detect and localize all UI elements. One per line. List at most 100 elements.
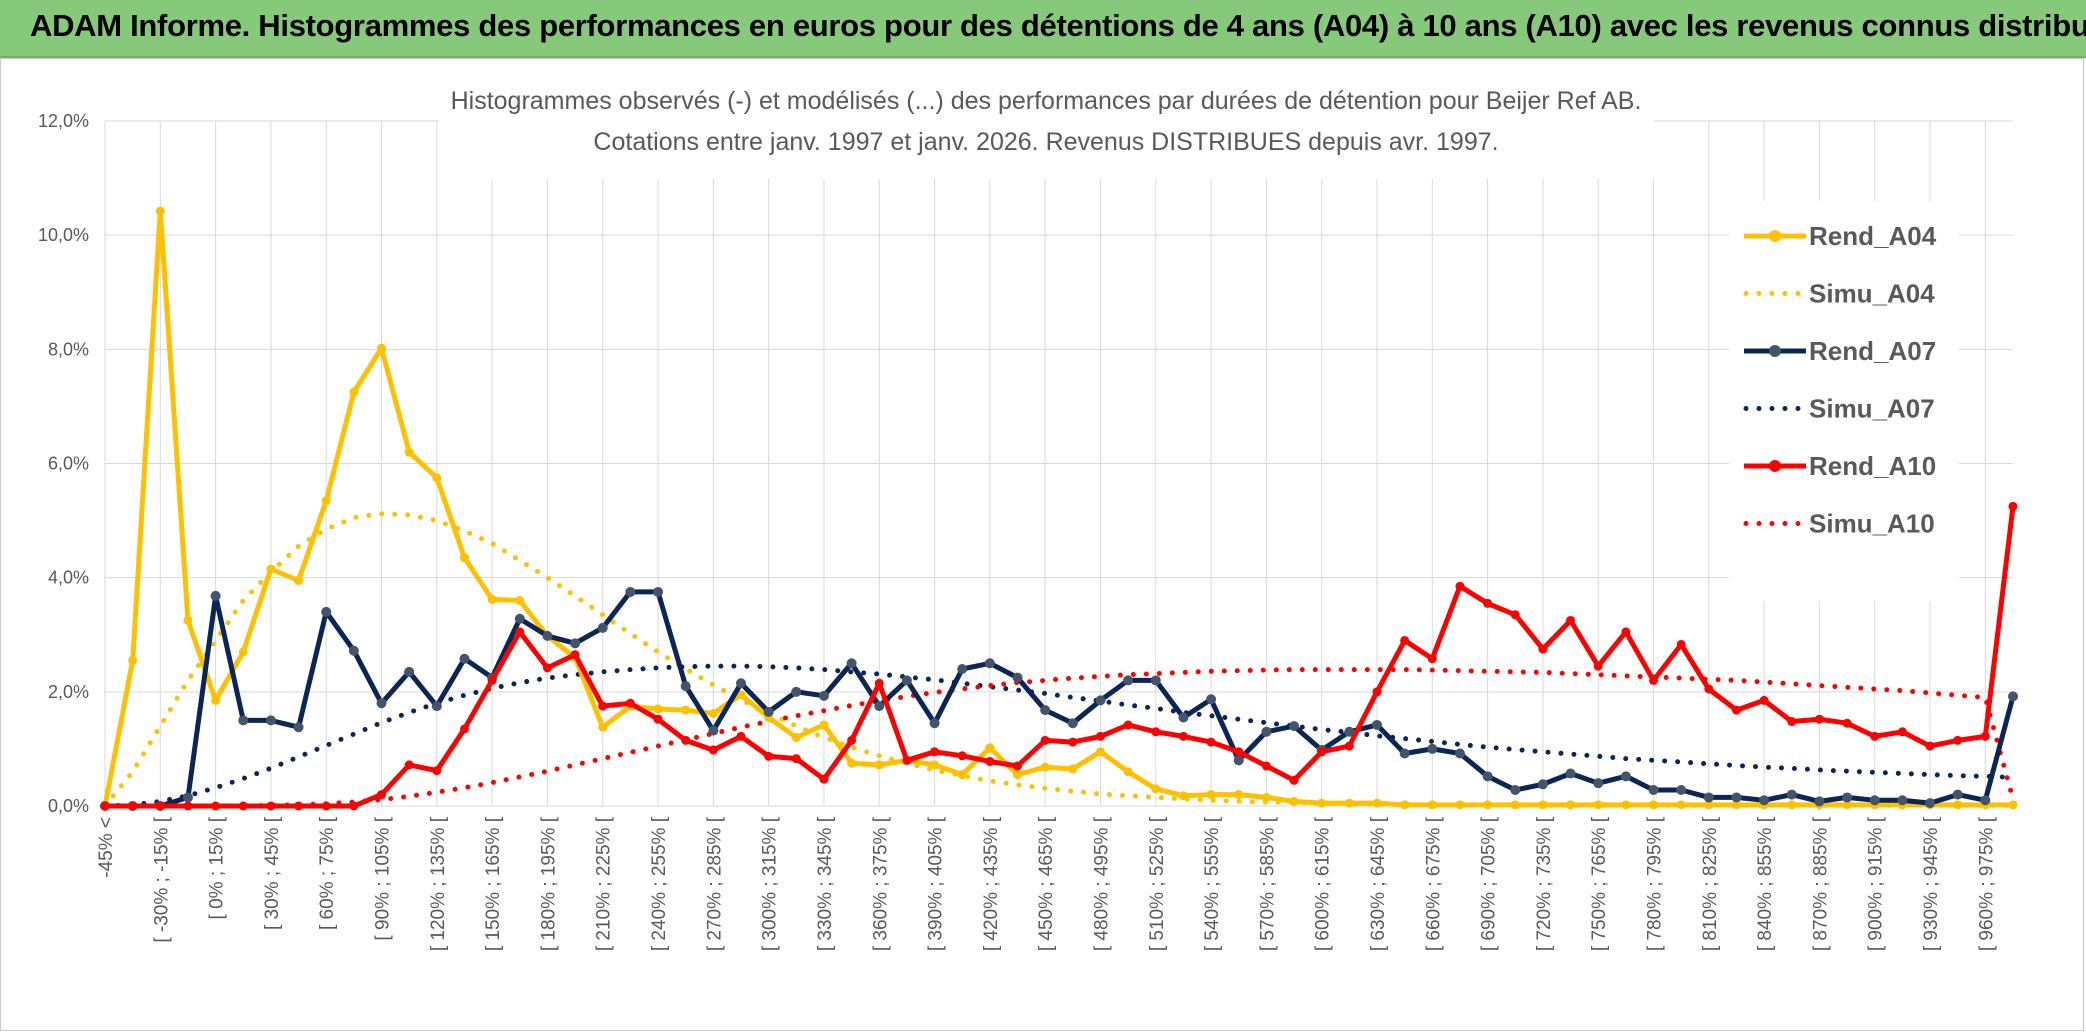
data-point-Rend_A10 — [183, 801, 193, 811]
data-point-Rend_A07 — [1648, 785, 1659, 796]
chart-title-line2: Cotations entre janv. 1997 et janv. 2026… — [593, 128, 1498, 156]
x-tick-label: [ 420% ; 435% [ — [981, 816, 1002, 951]
data-point-Rend_A10 — [1372, 687, 1382, 697]
x-tick-label: [ 60% ; 75% [ — [317, 816, 338, 930]
data-point-Rend_A04 — [1538, 800, 1548, 810]
data-point-Rend_A04 — [653, 704, 663, 714]
data-point-Rend_A07 — [570, 638, 581, 649]
data-point-Rend_A04 — [155, 206, 165, 216]
data-point-Rend_A04 — [1317, 798, 1327, 808]
x-tick-label: [ 120% ; 135% [ — [428, 816, 449, 951]
data-point-Rend_A10 — [1649, 675, 1659, 685]
x-tick-label: [ 690% ; 705% [ — [1479, 816, 1500, 951]
legend-swatch-marker — [1769, 345, 1781, 357]
data-point-Rend_A10 — [1427, 654, 1437, 664]
legend-item-Rend_A07: Rend_A07 — [1744, 336, 1936, 366]
data-point-Rend_A07 — [376, 698, 387, 709]
x-tick-label: [ 630% ; 645% [ — [1368, 816, 1389, 951]
data-point-Rend_A07 — [1150, 675, 1161, 686]
series-line-Simu_A04 — [102, 511, 2016, 809]
data-point-Rend_A10 — [294, 801, 304, 811]
series-layer — [100, 206, 2018, 811]
data-point-Rend_A10 — [764, 751, 774, 761]
data-point-Rend_A07 — [653, 586, 664, 597]
x-tick-label: [ 240% ; 255% [ — [649, 816, 670, 951]
data-point-Rend_A10 — [847, 735, 857, 745]
data-point-Rend_A10 — [155, 801, 165, 811]
data-point-Rend_A07 — [1454, 748, 1465, 759]
data-point-Rend_A04 — [736, 690, 746, 700]
y-tick-label: 4,0% — [48, 568, 89, 588]
data-point-Rend_A04 — [1151, 784, 1161, 794]
x-tick-label: [ 180% ; 195% [ — [538, 816, 559, 951]
data-point-Rend_A07 — [1786, 789, 1797, 800]
data-point-Rend_A10 — [515, 627, 525, 637]
data-point-Rend_A07 — [1869, 795, 1880, 806]
data-point-Rend_A07 — [818, 690, 829, 701]
x-axis-ticks: -45% < [ -30% ; -15% [[ 0% ; 15% [[ 30% ;… — [96, 816, 1997, 951]
data-point-Rend_A10 — [542, 663, 552, 673]
data-point-Rend_A10 — [487, 675, 497, 685]
data-point-Rend_A07 — [791, 686, 802, 697]
data-point-Rend_A07 — [1537, 779, 1548, 790]
x-tick-label: [ 840% ; 855% [ — [1755, 816, 1776, 951]
data-point-Rend_A07 — [1206, 694, 1217, 705]
data-point-Rend_A04 — [266, 564, 276, 574]
data-point-Rend_A04 — [294, 576, 304, 586]
x-tick-label: [ 450% ; 465% [ — [1036, 816, 1057, 951]
x-tick-label: [ 720% ; 735% [ — [1534, 816, 1555, 951]
legend-item-Simu_A07: Simu_A07 — [1743, 394, 1935, 424]
x-tick-label: [ 90% ; 105% [ — [373, 816, 394, 940]
x-tick-label: [ 540% ; 555% [ — [1202, 816, 1223, 951]
data-point-Rend_A10 — [349, 801, 359, 811]
data-point-Rend_A10 — [1897, 727, 1907, 737]
data-point-Rend_A04 — [1234, 790, 1244, 800]
data-point-Rend_A07 — [348, 645, 359, 656]
data-point-Rend_A10 — [1483, 598, 1493, 608]
data-point-Rend_A07 — [459, 653, 470, 664]
data-point-Rend_A04 — [515, 596, 525, 605]
legend-label: Simu_A04 — [1809, 279, 1935, 309]
data-point-Rend_A10 — [1178, 731, 1188, 741]
data-point-Rend_A07 — [680, 681, 691, 692]
data-point-Rend_A04 — [404, 447, 414, 457]
data-point-Rend_A04 — [681, 705, 691, 715]
data-point-Rend_A04 — [128, 655, 138, 665]
legend-label: Rend_A07 — [1809, 336, 1936, 366]
data-point-Rend_A10 — [1787, 717, 1797, 727]
data-point-Rend_A04 — [1510, 800, 1520, 810]
data-point-Rend_A10 — [459, 724, 469, 734]
legend-item-Simu_A04: Simu_A04 — [1743, 279, 1935, 309]
data-point-Rend_A04 — [432, 473, 442, 483]
data-point-Rend_A07 — [1703, 792, 1714, 803]
data-point-Rend_A07 — [1897, 795, 1908, 806]
data-point-Rend_A04 — [1178, 791, 1188, 801]
data-point-Rend_A07 — [1593, 778, 1604, 789]
x-tick-label: [ 210% ; 225% [ — [594, 816, 615, 951]
data-point-Rend_A10 — [1676, 639, 1686, 649]
histogram-chart: Histogrammes observés (-) et modélisés (… — [38, 81, 2018, 951]
data-point-Rend_A04 — [847, 758, 857, 768]
data-point-Rend_A04 — [874, 760, 884, 770]
gridlines — [104, 120, 2013, 807]
data-point-Rend_A10 — [1704, 684, 1714, 694]
data-point-Rend_A07 — [1482, 771, 1493, 782]
x-tick-label: [ 570% ; 585% [ — [1257, 816, 1278, 951]
data-point-Rend_A04 — [708, 709, 718, 719]
data-point-Rend_A10 — [1151, 727, 1161, 737]
data-point-Rend_A10 — [653, 714, 663, 724]
data-point-Rend_A07 — [1261, 726, 1272, 737]
data-point-Rend_A04 — [1676, 800, 1686, 810]
series-line-Rend_A10 — [105, 506, 2016, 809]
data-point-Rend_A10 — [736, 731, 746, 741]
data-point-Rend_A07 — [1759, 795, 1770, 806]
data-point-Rend_A04 — [1261, 792, 1271, 802]
chart-frame: Histogrammes observés (-) et modélisés (… — [0, 58, 2084, 1031]
data-point-Rend_A07 — [1095, 695, 1106, 706]
data-point-Rend_A07 — [293, 722, 304, 733]
data-point-Rend_A07 — [1952, 789, 1963, 800]
data-point-Rend_A10 — [1040, 735, 1050, 745]
data-point-Rend_A10 — [100, 801, 110, 811]
data-point-Rend_A07 — [514, 613, 525, 624]
data-point-Rend_A04 — [930, 760, 940, 770]
